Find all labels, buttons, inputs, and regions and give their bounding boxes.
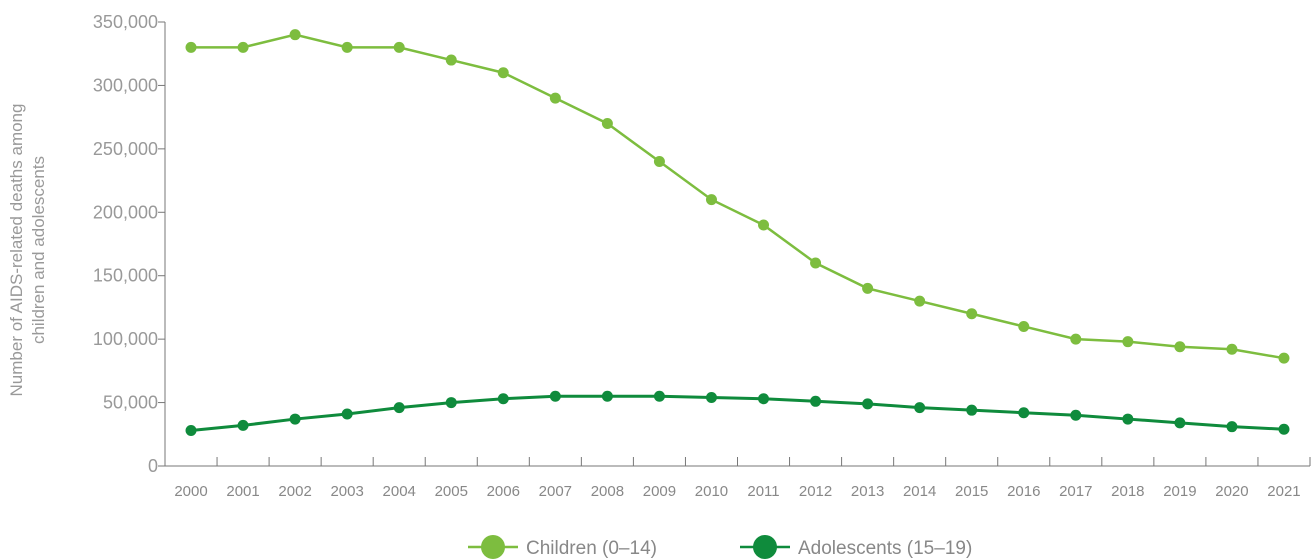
data-point <box>758 219 770 231</box>
x-tick-label: 2021 <box>1267 483 1300 500</box>
data-point <box>549 92 561 104</box>
x-tick-label: 2009 <box>643 483 676 500</box>
data-point <box>289 29 301 41</box>
legend-item-children: Children (0–14) <box>468 535 657 559</box>
y-tick-label: 0 <box>148 456 158 476</box>
series-adolescents <box>185 390 1290 436</box>
data-point <box>497 393 509 405</box>
data-point <box>393 41 405 53</box>
x-tick-label: 2002 <box>278 483 311 500</box>
data-point <box>758 393 770 405</box>
legend: Children (0–14) Adolescents (15–19) <box>468 535 972 559</box>
data-point <box>1070 409 1082 421</box>
data-point <box>966 308 978 320</box>
x-tick-label: 2007 <box>539 483 572 500</box>
data-point <box>237 41 249 53</box>
data-point <box>601 117 613 129</box>
x-tick-label: 2004 <box>383 483 416 500</box>
data-point <box>653 156 665 168</box>
data-point <box>341 408 353 420</box>
x-tick-label: 2013 <box>851 483 884 500</box>
y-tick-label: 150,000 <box>93 266 158 286</box>
data-point <box>1122 413 1134 425</box>
data-point <box>1278 352 1290 364</box>
data-point <box>1278 423 1290 435</box>
data-point <box>185 424 197 436</box>
data-point <box>1174 417 1186 429</box>
x-tick-label: 2005 <box>435 483 468 500</box>
x-tick-label: 2011 <box>747 483 779 500</box>
y-tick-label: 300,000 <box>93 75 158 95</box>
legend-label: Children (0–14) <box>526 538 657 559</box>
data-point <box>966 404 978 416</box>
y-tick-label: 250,000 <box>93 139 158 159</box>
series-children <box>185 29 1290 364</box>
legend-swatch-marker <box>753 535 777 559</box>
x-tick-label: 2017 <box>1059 483 1092 500</box>
data-point <box>445 54 457 66</box>
y-axis-title-line1: Number of AIDS-related deaths among <box>7 104 26 397</box>
x-tick-label: 2001 <box>226 483 259 500</box>
data-point <box>705 194 717 206</box>
y-tick-label: 100,000 <box>93 329 158 349</box>
legend-label: Adolescents (15–19) <box>798 538 972 559</box>
data-point <box>393 402 405 414</box>
x-tick-label: 2000 <box>174 483 207 500</box>
data-point <box>810 395 822 407</box>
data-point <box>289 413 301 425</box>
x-tick-label: 2019 <box>1163 483 1196 500</box>
data-point <box>1070 333 1082 345</box>
y-axis-title-line2: children and adolescents <box>29 156 48 344</box>
y-tick-label: 50,000 <box>103 393 158 413</box>
data-point <box>862 282 874 294</box>
x-tick-label: 2016 <box>1007 483 1040 500</box>
data-point <box>1122 336 1134 348</box>
data-point <box>914 295 926 307</box>
data-point <box>237 419 249 431</box>
data-point <box>549 390 561 402</box>
x-tick-label: 2012 <box>799 483 832 500</box>
data-point <box>1226 343 1238 355</box>
data-point <box>1226 421 1238 433</box>
x-tick-label: 2006 <box>487 483 520 500</box>
data-point <box>810 257 822 269</box>
x-tick-label: 2018 <box>1111 483 1144 500</box>
data-point <box>185 41 197 53</box>
x-axis: 2000 2001 2002 2003 2004 2005 2006 2007 2008 2009… <box>164 457 1311 500</box>
data-point <box>497 67 509 79</box>
data-point <box>445 397 457 409</box>
data-point <box>862 398 874 410</box>
data-point <box>914 402 926 414</box>
data-point <box>705 391 717 403</box>
data-point <box>1018 407 1030 419</box>
legend-item-adolescents: Adolescents (15–19) <box>740 535 972 559</box>
y-tick-label: 350,000 <box>93 12 158 32</box>
x-tick-label: 2010 <box>695 483 728 500</box>
x-tick-label: 2014 <box>903 483 936 500</box>
series-layer <box>185 29 1290 436</box>
x-tick-label: 2008 <box>591 483 624 500</box>
series-line <box>190 394 1285 432</box>
data-point <box>1174 341 1186 353</box>
data-point <box>1018 320 1030 332</box>
legend-swatch-marker <box>481 535 505 559</box>
x-tick-label: 2003 <box>330 483 363 500</box>
y-axis: 0 50,000 100,000 150,000 200,000 250,000 300,0… <box>93 12 166 476</box>
y-tick-label: 200,000 <box>93 202 158 222</box>
x-tick-label: 2015 <box>955 483 988 500</box>
data-point <box>653 390 665 402</box>
data-point <box>341 41 353 53</box>
data-point <box>601 390 613 402</box>
y-axis-title: Number of AIDS-related deaths among chil… <box>7 104 48 397</box>
series-line <box>191 33 1285 360</box>
x-tick-label: 2020 <box>1215 483 1248 500</box>
